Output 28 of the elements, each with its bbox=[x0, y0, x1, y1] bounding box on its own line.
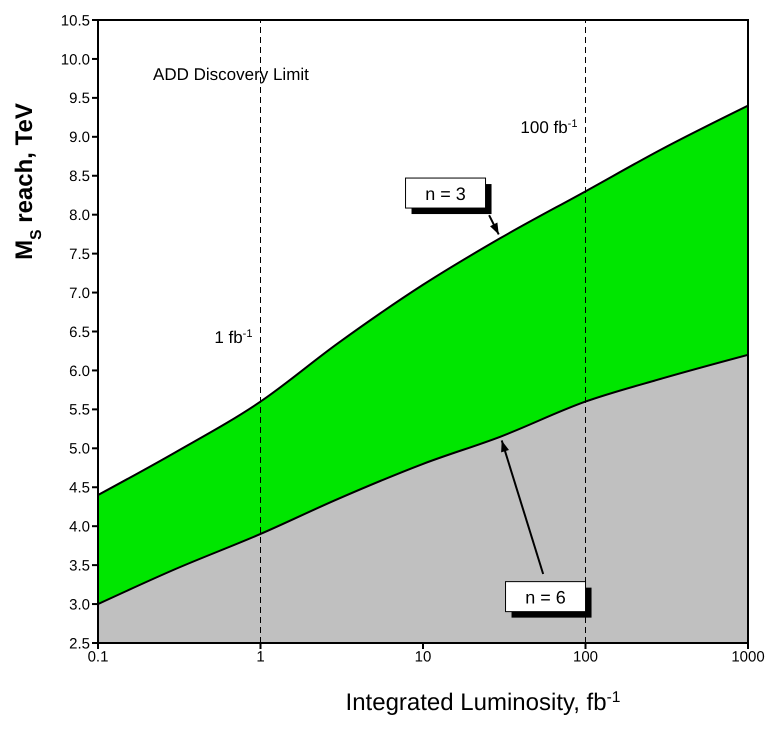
x-tick-label: 1 bbox=[256, 648, 265, 666]
y-tick-label: 7.5 bbox=[69, 246, 90, 263]
y-tick-label: 5.5 bbox=[69, 402, 90, 419]
y-tick-label: 7.0 bbox=[69, 284, 90, 302]
y-tick-label: 2.5 bbox=[69, 635, 90, 652]
series-label: n = 6 bbox=[525, 588, 566, 608]
annotation: ADD Discovery Limit bbox=[153, 65, 310, 84]
text: n = 3 bbox=[425, 184, 466, 204]
y-tick-label: 5.0 bbox=[69, 440, 90, 458]
x-tick-label: 1000 bbox=[731, 648, 765, 666]
y-tick-label: 8.5 bbox=[69, 168, 90, 186]
x-tick-label: 10 bbox=[414, 648, 432, 666]
y-tick-label: 4.0 bbox=[69, 518, 90, 536]
y-tick-label: 6.0 bbox=[69, 362, 90, 380]
x-tick-label: 100 bbox=[572, 648, 598, 666]
y-tick-label: 8.0 bbox=[69, 207, 90, 224]
x-axis-title: Integrated Luminosity, fb$^{-1}$ bbox=[346, 688, 620, 716]
y-tick-label: 9.5 bbox=[69, 90, 90, 108]
ref-line-label: 100 fb$^{-1}$ bbox=[520, 118, 578, 137]
y-tick-label: 3.5 bbox=[69, 557, 90, 574]
y-tick-label: 9.0 bbox=[69, 129, 90, 146]
y-tick-label: 10.0 bbox=[60, 51, 90, 68]
y-tick-label: 3.0 bbox=[69, 596, 90, 614]
ref-line-label: 1 fb$^{-1}$ bbox=[214, 328, 252, 348]
x-tick-label: 0.1 bbox=[88, 648, 108, 666]
y-tick-label: 4.5 bbox=[69, 480, 90, 497]
y-tick-label: 6.5 bbox=[69, 324, 90, 341]
y-tick-label: 10.5 bbox=[60, 12, 90, 30]
